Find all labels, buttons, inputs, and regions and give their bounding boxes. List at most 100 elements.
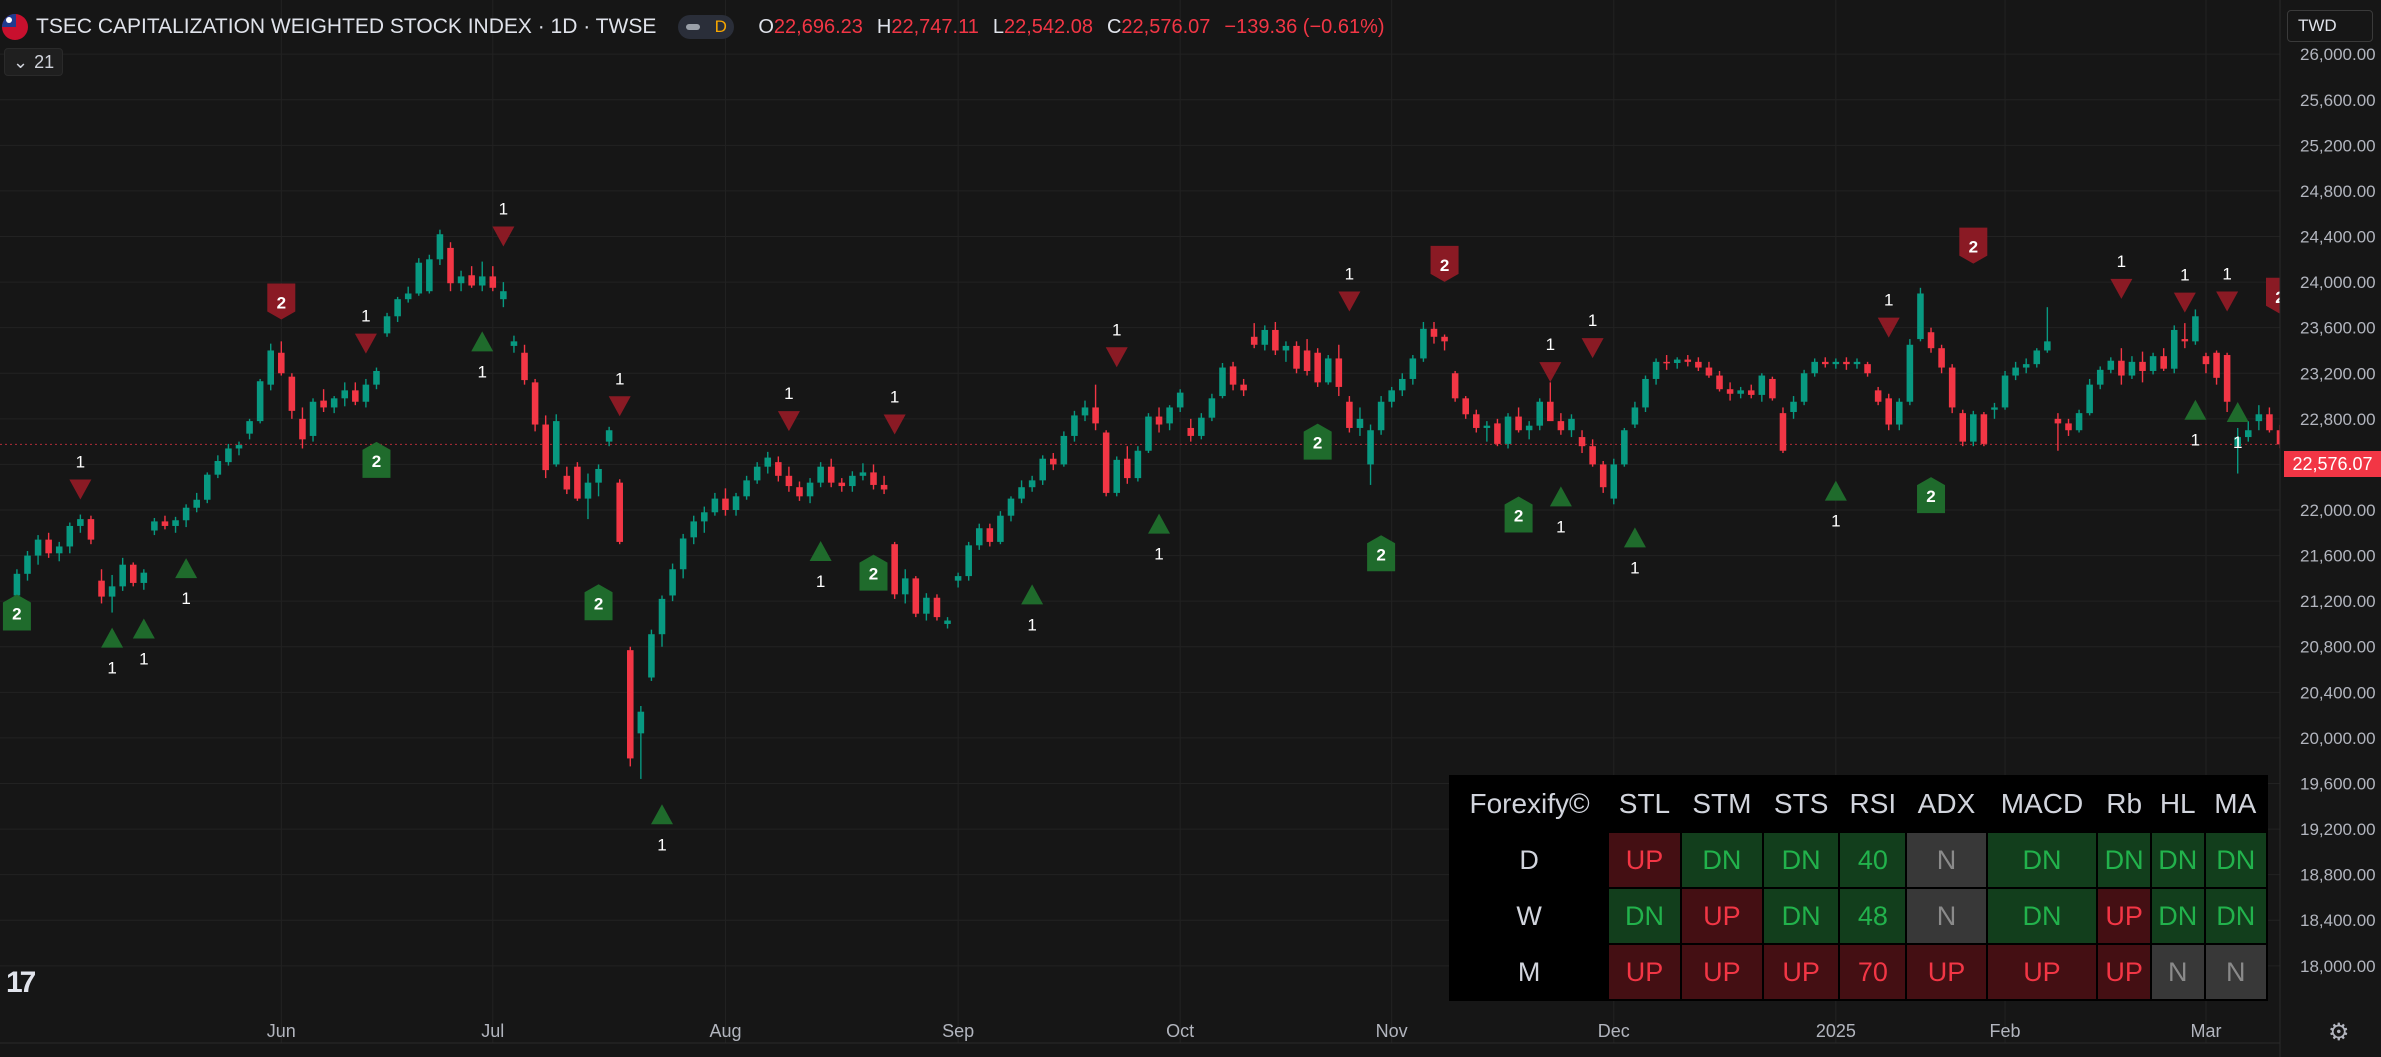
candle-body [1356, 418, 1364, 428]
high-value: 22,747.11 [891, 15, 979, 38]
sell-flag-icon [267, 283, 296, 320]
signal-cell: DN [2203, 887, 2269, 945]
tradingview-logo-icon[interactable]: 17 [6, 966, 36, 999]
candle-body [98, 580, 105, 597]
candle-body [1282, 345, 1290, 351]
candle-body [616, 482, 623, 542]
candle [563, 466, 571, 495]
candle-body [2181, 339, 2189, 342]
candle [1208, 393, 1216, 422]
candle [119, 557, 126, 591]
candle [341, 382, 349, 407]
candle-body [2044, 341, 2051, 351]
candle [2044, 307, 2051, 353]
marker-label: 1 [1154, 545, 1163, 564]
candle-body [1716, 375, 1723, 390]
time-tick-label: 2025 [1816, 1021, 1856, 1041]
candle [753, 462, 761, 484]
candle-body [1314, 352, 1321, 383]
signal-marker: 1 [1824, 480, 1847, 531]
signal-marker: 1 [651, 804, 674, 854]
candle-body [24, 555, 31, 574]
candle-body [1917, 293, 1924, 340]
price-tick-label: 25,600.00 [2300, 91, 2376, 110]
candle [1800, 369, 1808, 406]
candle [1293, 341, 1300, 374]
candle-body [13, 573, 21, 596]
candle-body [2244, 430, 2252, 438]
price-tick-label: 23,600.00 [2300, 319, 2376, 338]
signal-cell: N [1905, 831, 1988, 889]
candle-body [595, 468, 602, 483]
price-axis-bg [2280, 0, 2381, 1057]
candle [1515, 407, 1522, 433]
candle-body [2202, 356, 2210, 365]
candle-body [1578, 437, 1586, 447]
candle [1314, 348, 1321, 387]
price-tick-label: 20,800.00 [2300, 638, 2376, 657]
marker-label: 2 [1969, 238, 1978, 257]
signal-marker: 1 [1539, 335, 1562, 383]
marker-label: 2 [372, 452, 381, 471]
candle-body [1705, 367, 1713, 376]
signal-marker: 1 [175, 558, 198, 608]
marker-label: 1 [1345, 264, 1354, 283]
table-column-header: STS [1773, 788, 1829, 819]
candle-body [267, 350, 275, 385]
candle-body [489, 276, 497, 288]
candle-body [1219, 367, 1226, 397]
candle-body [838, 482, 846, 487]
timeframe-label: W [1448, 887, 1610, 945]
time-tick-label: Aug [709, 1021, 741, 1041]
candle-body [1652, 361, 1660, 379]
time-tick-label: Dec [1598, 1021, 1630, 1041]
candle [1050, 453, 1057, 471]
table-header-row: Forexify© STL STM STS RSI ADX MACD Rb HL MA [1450, 776, 2267, 832]
price-tick-label: 25,200.00 [2300, 136, 2376, 155]
time-tick-label: Sep [942, 1021, 974, 1041]
marker-label: 1 [816, 572, 825, 591]
candle [764, 451, 772, 474]
candle [2160, 348, 2167, 371]
candle-body [1134, 450, 1142, 479]
indicators-toggle[interactable]: ⌄ 21 [4, 48, 64, 76]
candle [891, 541, 898, 599]
candle [1039, 455, 1046, 485]
marker-label: 1 [139, 650, 148, 669]
signal-marker: 1 [1623, 527, 1646, 577]
candle-body [1631, 407, 1639, 425]
candle [2012, 361, 2019, 381]
candle-body [1589, 446, 1596, 465]
candle-body [764, 457, 772, 467]
currency-selector[interactable]: TWD [2287, 10, 2373, 42]
symbol-title[interactable]: TSEC CAPITALIZATION WEIGHTED STOCK INDEX… [36, 15, 657, 38]
gear-icon[interactable]: ⚙ [2328, 1019, 2350, 1046]
candle [1198, 413, 1205, 440]
table-brand: Forexify© [1469, 788, 1590, 819]
interval-badge[interactable]: D [678, 15, 735, 39]
candle [1948, 364, 1956, 414]
sell-triangle-icon [777, 411, 800, 432]
candle [732, 492, 740, 516]
candle [2086, 378, 2093, 416]
candle-body [1451, 373, 1459, 399]
signal-marker: 1 [1105, 320, 1128, 368]
candle [1779, 407, 1787, 454]
signal-marker: 1 [2110, 252, 2133, 299]
candle [1642, 375, 1649, 412]
candle-body [880, 484, 888, 490]
candle-body [1124, 458, 1131, 479]
marker-label: 1 [657, 835, 666, 854]
candle-body [235, 445, 243, 449]
candle-body [1642, 378, 1649, 408]
candle [1832, 358, 1840, 369]
sell-triangle-icon [1581, 338, 1604, 359]
candle [2128, 356, 2136, 379]
candle [1028, 475, 1036, 492]
candle-body [901, 578, 909, 595]
signal-marker: 1 [101, 627, 124, 678]
candle-body [1050, 458, 1057, 465]
candle [1578, 430, 1586, 454]
candle [510, 335, 518, 353]
